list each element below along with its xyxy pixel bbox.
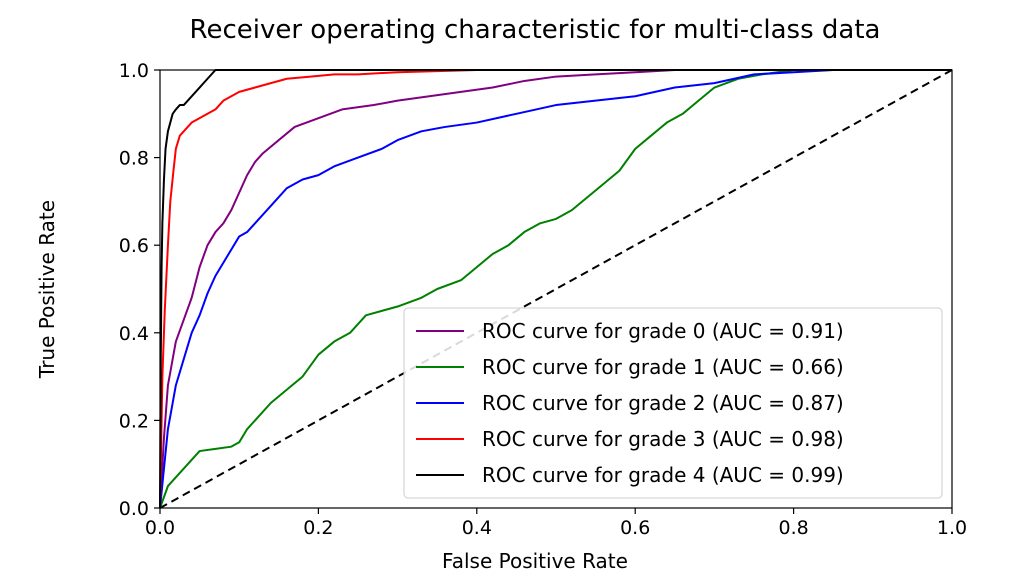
- y-tick-label: 0.2: [119, 410, 149, 432]
- legend-box: [403, 307, 943, 499]
- axis-ticks: 0.0 0.2 0.4 0.6 0.8 1.0 0.0 0.2 0.4 0.6 0.8 1.0: [119, 60, 967, 539]
- legend-entry-label: ROC curve for grade 3 (AUC = 0.98): [482, 427, 844, 451]
- y-tick-label: 0.6: [119, 235, 149, 257]
- x-tick-label: 0.8: [778, 517, 808, 539]
- x-axis-label: False Positive Rate: [442, 549, 628, 573]
- series-line-1: [159, 69, 952, 509]
- y-axis-label: True Positive Rate: [35, 200, 59, 379]
- chance-diagonal-line: [159, 69, 953, 509]
- legend-entry-label: ROC curve for grade 0 (AUC = 0.91): [482, 319, 844, 343]
- legend: ROC curve for grade 0 (AUC = 0.91) ROC cu…: [403, 307, 943, 499]
- y-tick-label: 0.8: [119, 148, 149, 170]
- x-tick-label: 0.0: [145, 517, 175, 539]
- y-tick-label: 1.0: [119, 60, 149, 82]
- legend-entry-label: ROC curve for grade 2 (AUC = 0.87): [482, 391, 844, 415]
- series-line-0: [159, 69, 952, 509]
- x-tick-label: 0.6: [620, 517, 650, 539]
- series-line-2: [159, 69, 952, 509]
- y-tick-label: 0.4: [119, 323, 149, 345]
- x-tick-label: 1.0: [937, 517, 967, 539]
- axes-frame: [159, 69, 953, 509]
- legend-entry-label: ROC curve for grade 1 (AUC = 0.66): [482, 355, 844, 379]
- chart-title: Receiver operating characteristic for mu…: [190, 15, 881, 45]
- x-tick-label: 0.2: [303, 517, 333, 539]
- legend-entry-label: ROC curve for grade 4 (AUC = 0.99): [482, 463, 844, 487]
- x-tick-label: 0.4: [462, 517, 492, 539]
- y-tick-label: 0.0: [119, 498, 149, 520]
